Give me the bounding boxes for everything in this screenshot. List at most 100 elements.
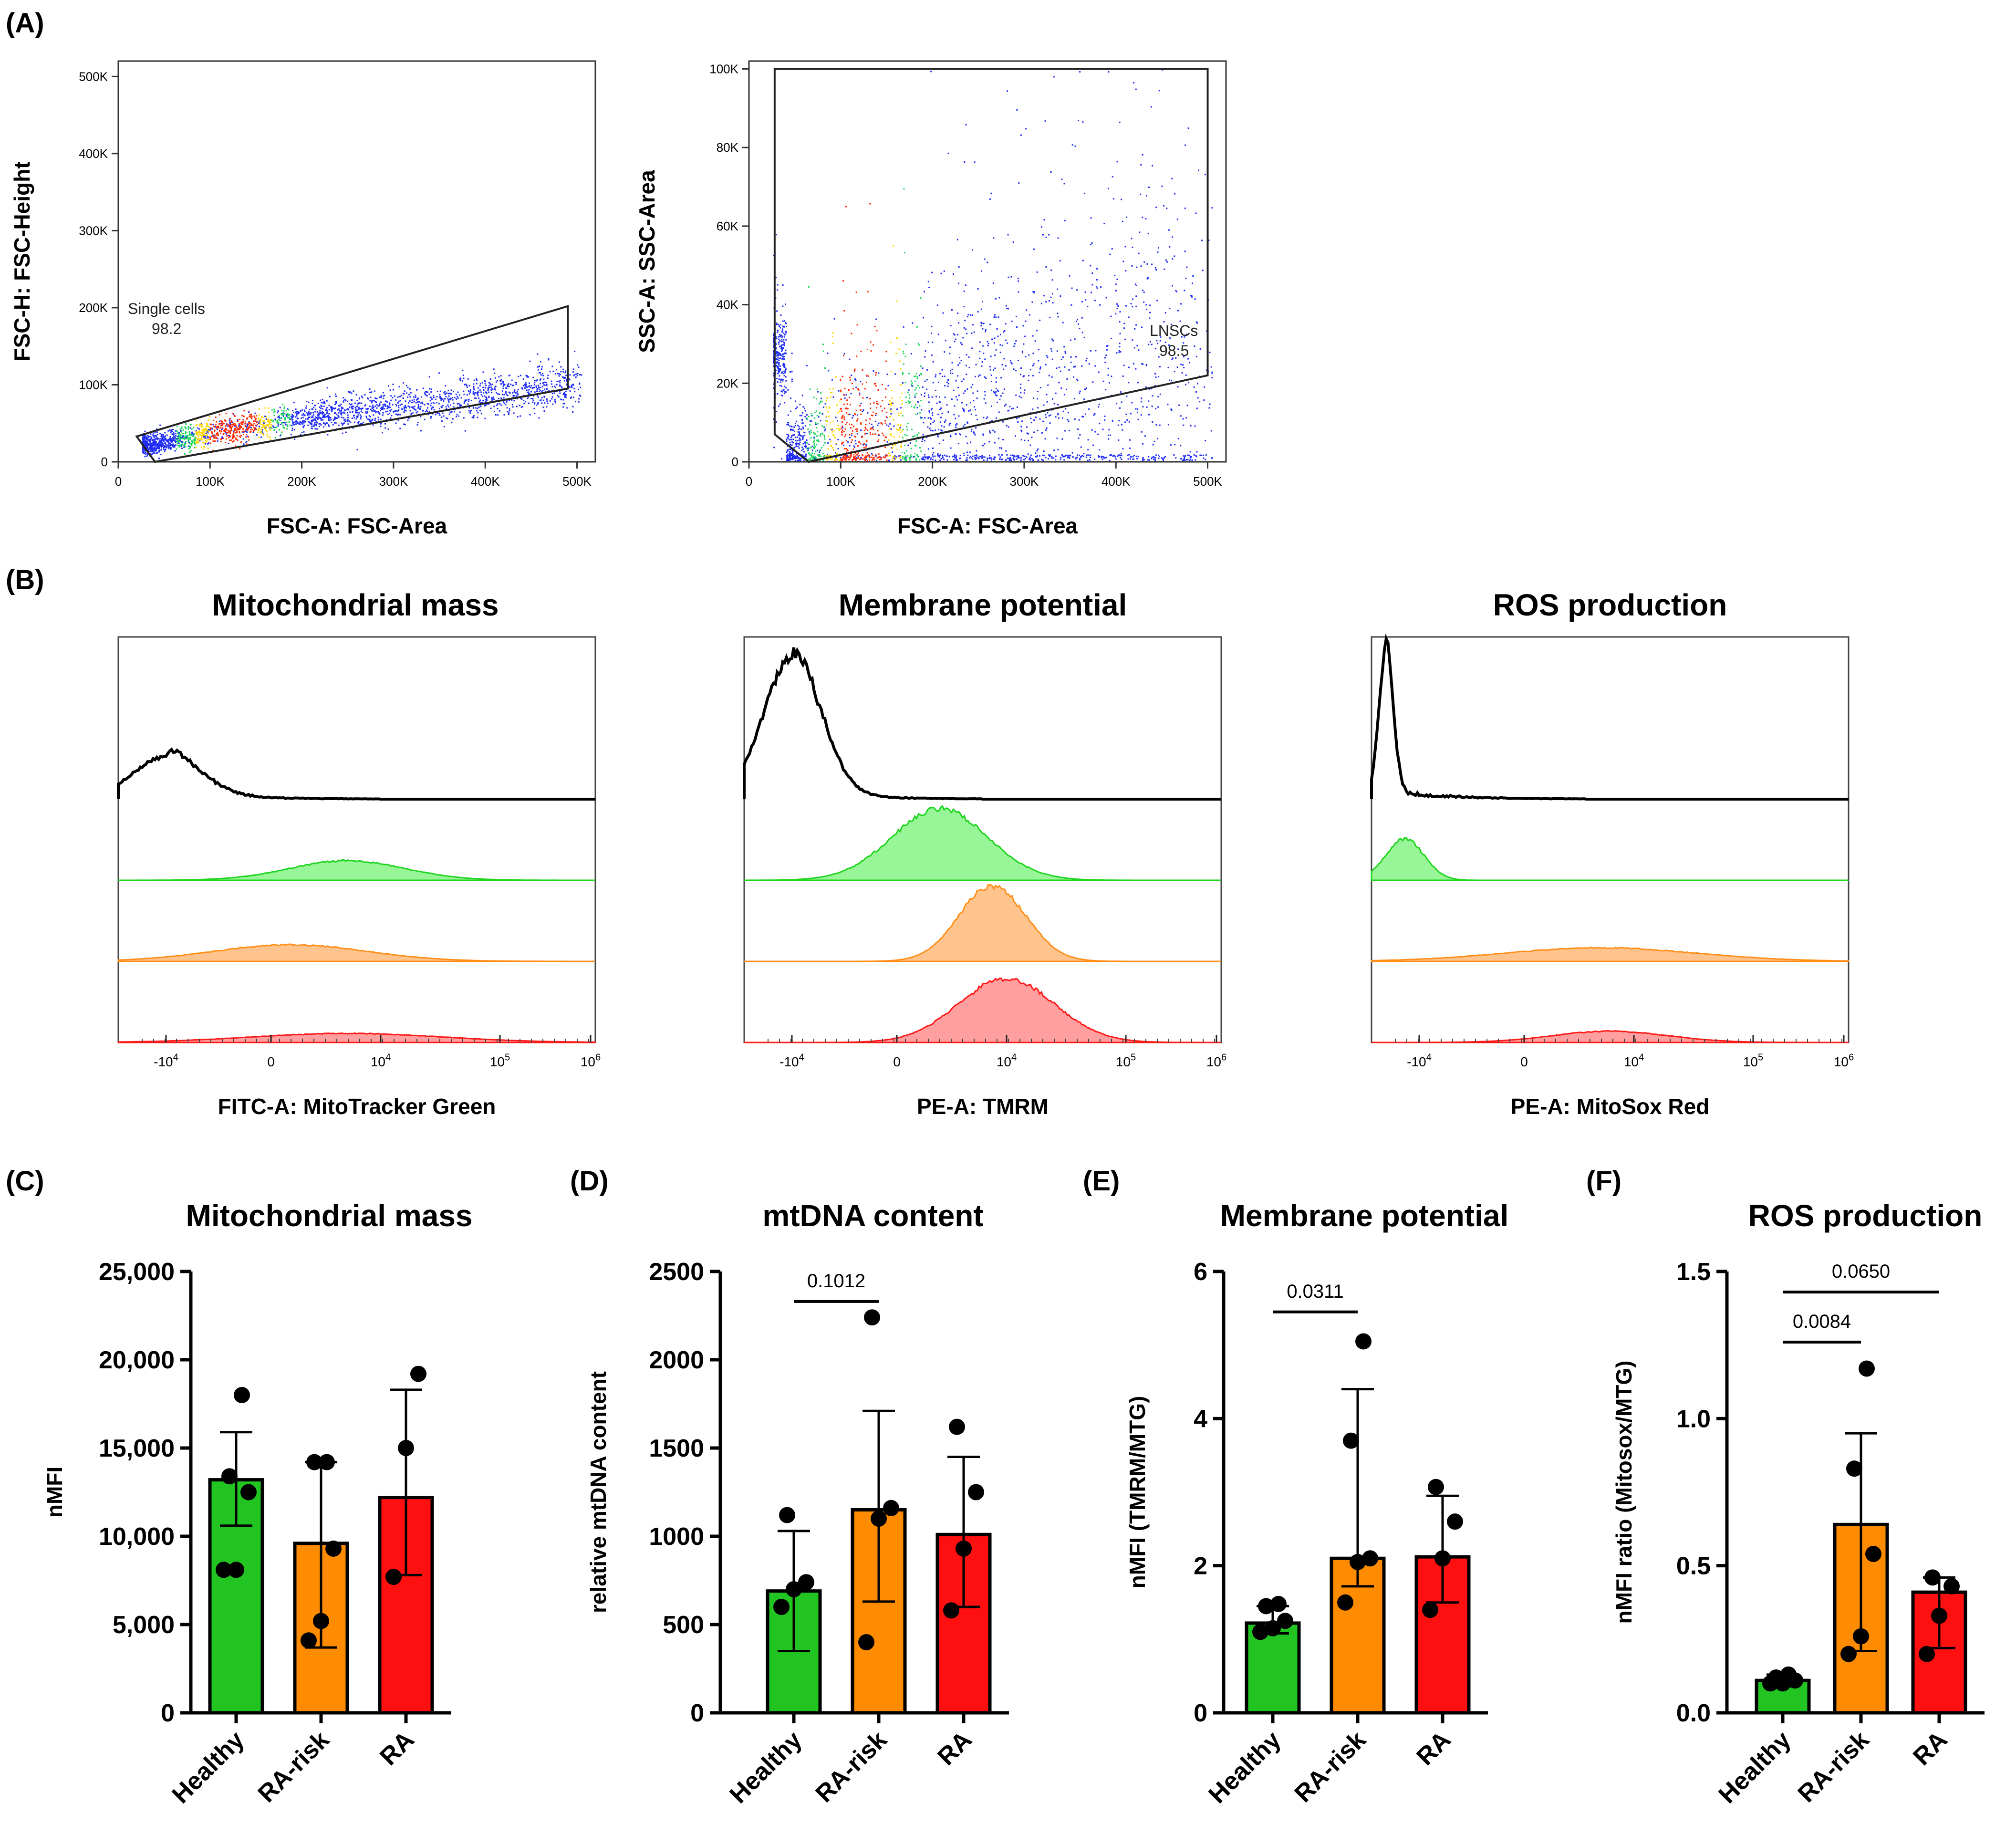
data-point: [779, 1507, 795, 1523]
data-point: [301, 1632, 317, 1649]
y-tick-label: 0: [690, 1699, 704, 1727]
x-tick-label: 0: [115, 474, 122, 489]
x-tick-label: RA: [374, 1726, 419, 1771]
data-point: [410, 1365, 426, 1382]
data-point: [398, 1440, 414, 1456]
data-point: [1434, 1550, 1451, 1567]
data-point: [1337, 1594, 1353, 1611]
data-point: [1362, 1550, 1378, 1567]
y-tick-label: 4: [1194, 1405, 1207, 1433]
histogram-b1: Mitochondrial mass -104 0 104 105 106 FITC-A: …: [117, 588, 601, 1119]
histogram-trace-green: [118, 859, 595, 881]
x-axis-label: FITC-A: MitoTracker Green: [218, 1094, 496, 1119]
data-point: [1350, 1553, 1366, 1570]
x-tick-label: RA-risk: [811, 1726, 893, 1808]
p-value-label: 0.0650: [1832, 1261, 1890, 1282]
x-axis-label: FSC-A: FSC-Area: [267, 513, 447, 538]
x-tick-label: 0: [1520, 1054, 1528, 1069]
x-tick-label: -104: [154, 1052, 178, 1069]
chart-title: Membrane potential: [1220, 1198, 1509, 1233]
y-tick-label: 1500: [649, 1435, 704, 1462]
plot-frame: [1371, 636, 1850, 1043]
data-point: [858, 1634, 874, 1650]
charts-layer: Single cells 98.2 0 100K 200K 300K 400K 500K 0 10…: [10, 60, 1985, 1809]
data-point: [1859, 1360, 1875, 1377]
scatter-plot-a2: LNSCs 98.5 0 100K 200K 300K 400K 500K 0 20K 40K 60K…: [634, 60, 1227, 538]
histogram-trace-green: [1371, 837, 1849, 881]
data-point: [1924, 1569, 1941, 1586]
data-point: [1768, 1669, 1784, 1686]
chart-title: Membrane potential: [839, 588, 1127, 622]
chart-title: Mitochondrial mass: [212, 588, 499, 622]
data-point: [871, 1511, 887, 1527]
data-point: [306, 1454, 322, 1470]
data-point: [228, 1562, 244, 1578]
x-tick-label: 104: [371, 1052, 391, 1069]
y-tick-label: 500K: [79, 69, 108, 83]
y-tick-label: 80K: [717, 140, 739, 155]
y-tick-label: 1.5: [1676, 1258, 1711, 1286]
y-tick-label: 20K: [717, 376, 739, 390]
gate-value: 98.2: [152, 320, 181, 337]
y-axis-label: FSC-H: FSC-Height: [10, 161, 34, 361]
event-dots: [142, 351, 582, 459]
x-tick-label: Healthy: [1714, 1726, 1797, 1809]
y-tick-label: 2: [1194, 1553, 1207, 1580]
panel-label-f: (F): [1586, 1166, 1621, 1197]
data-point: [325, 1540, 342, 1557]
x-tick-label: RA: [932, 1726, 977, 1771]
x-tick-label: RA: [1908, 1726, 1953, 1771]
x-tick-label: 106: [1834, 1052, 1854, 1069]
x-tick-label: RA-risk: [253, 1726, 335, 1808]
y-tick-label: 300K: [79, 223, 108, 238]
y-tick-label: 60K: [717, 219, 739, 233]
x-tick-label: 104: [1624, 1052, 1644, 1069]
x-tick-label: 100K: [196, 474, 225, 489]
y-tick-label: 200K: [79, 301, 108, 315]
data-point: [240, 1484, 257, 1501]
y-tick-label: 0.0: [1676, 1699, 1711, 1727]
data-point: [1919, 1646, 1935, 1662]
histogram-trace-orange: [744, 884, 1221, 962]
plot-frame: [117, 636, 596, 1043]
x-tick-label: 0: [893, 1054, 901, 1069]
data-point: [1355, 1333, 1372, 1350]
histogram-b3: ROS production -104 0 104 105 106 PE-A: MitoSo…: [1370, 588, 1854, 1119]
y-axis-label: nMFI ratio (Mitosox/MTG): [1611, 1361, 1636, 1624]
data-point: [319, 1454, 335, 1470]
x-tick-label: 200K: [287, 474, 316, 489]
x-tick-label: 300K: [1010, 474, 1039, 489]
x-tick-label: 106: [581, 1052, 601, 1069]
y-axis-label: SSC-A: SSC-Area: [634, 170, 659, 353]
x-tick-label: 400K: [471, 474, 500, 489]
y-tick-label: 40K: [717, 298, 739, 312]
panel-label-c: (C): [6, 1166, 44, 1197]
data-point: [1428, 1479, 1444, 1495]
data-point: [1840, 1646, 1857, 1662]
x-tick-label: RA-risk: [1793, 1726, 1875, 1808]
y-tick-label: 6: [1194, 1258, 1207, 1286]
panel-label-b: (B): [6, 564, 44, 595]
chart-title: Mitochondrial mass: [186, 1198, 473, 1233]
chart-title: ROS production: [1493, 588, 1727, 622]
scatter-plot-a1: Single cells 98.2 0 100K 200K 300K 400K 500K 0 10…: [10, 60, 596, 538]
x-tick-label: Healthy: [1204, 1726, 1287, 1809]
data-point: [773, 1599, 790, 1615]
x-tick-label: Healthy: [167, 1726, 250, 1809]
p-value-label: 0.0311: [1287, 1281, 1343, 1302]
p-value-label: 0.0084: [1793, 1311, 1851, 1332]
x-tick-label: 500K: [562, 474, 592, 489]
x-tick-label: -104: [779, 1052, 804, 1069]
y-tick-label: 0: [732, 455, 738, 469]
y-tick-label: 2500: [649, 1258, 704, 1286]
x-tick-label: 0: [267, 1054, 275, 1069]
gate-polygon[interactable]: [135, 304, 569, 463]
histogram-trace-red: [117, 1032, 596, 1043]
histogram-trace-control: [743, 646, 1221, 801]
x-tick-label: 100K: [826, 474, 855, 489]
gate-value: 98.5: [1159, 342, 1189, 359]
plot-frame: [748, 60, 1227, 463]
data-point: [968, 1484, 984, 1501]
gate-polygon[interactable]: [773, 68, 1209, 463]
data-point: [883, 1500, 899, 1516]
